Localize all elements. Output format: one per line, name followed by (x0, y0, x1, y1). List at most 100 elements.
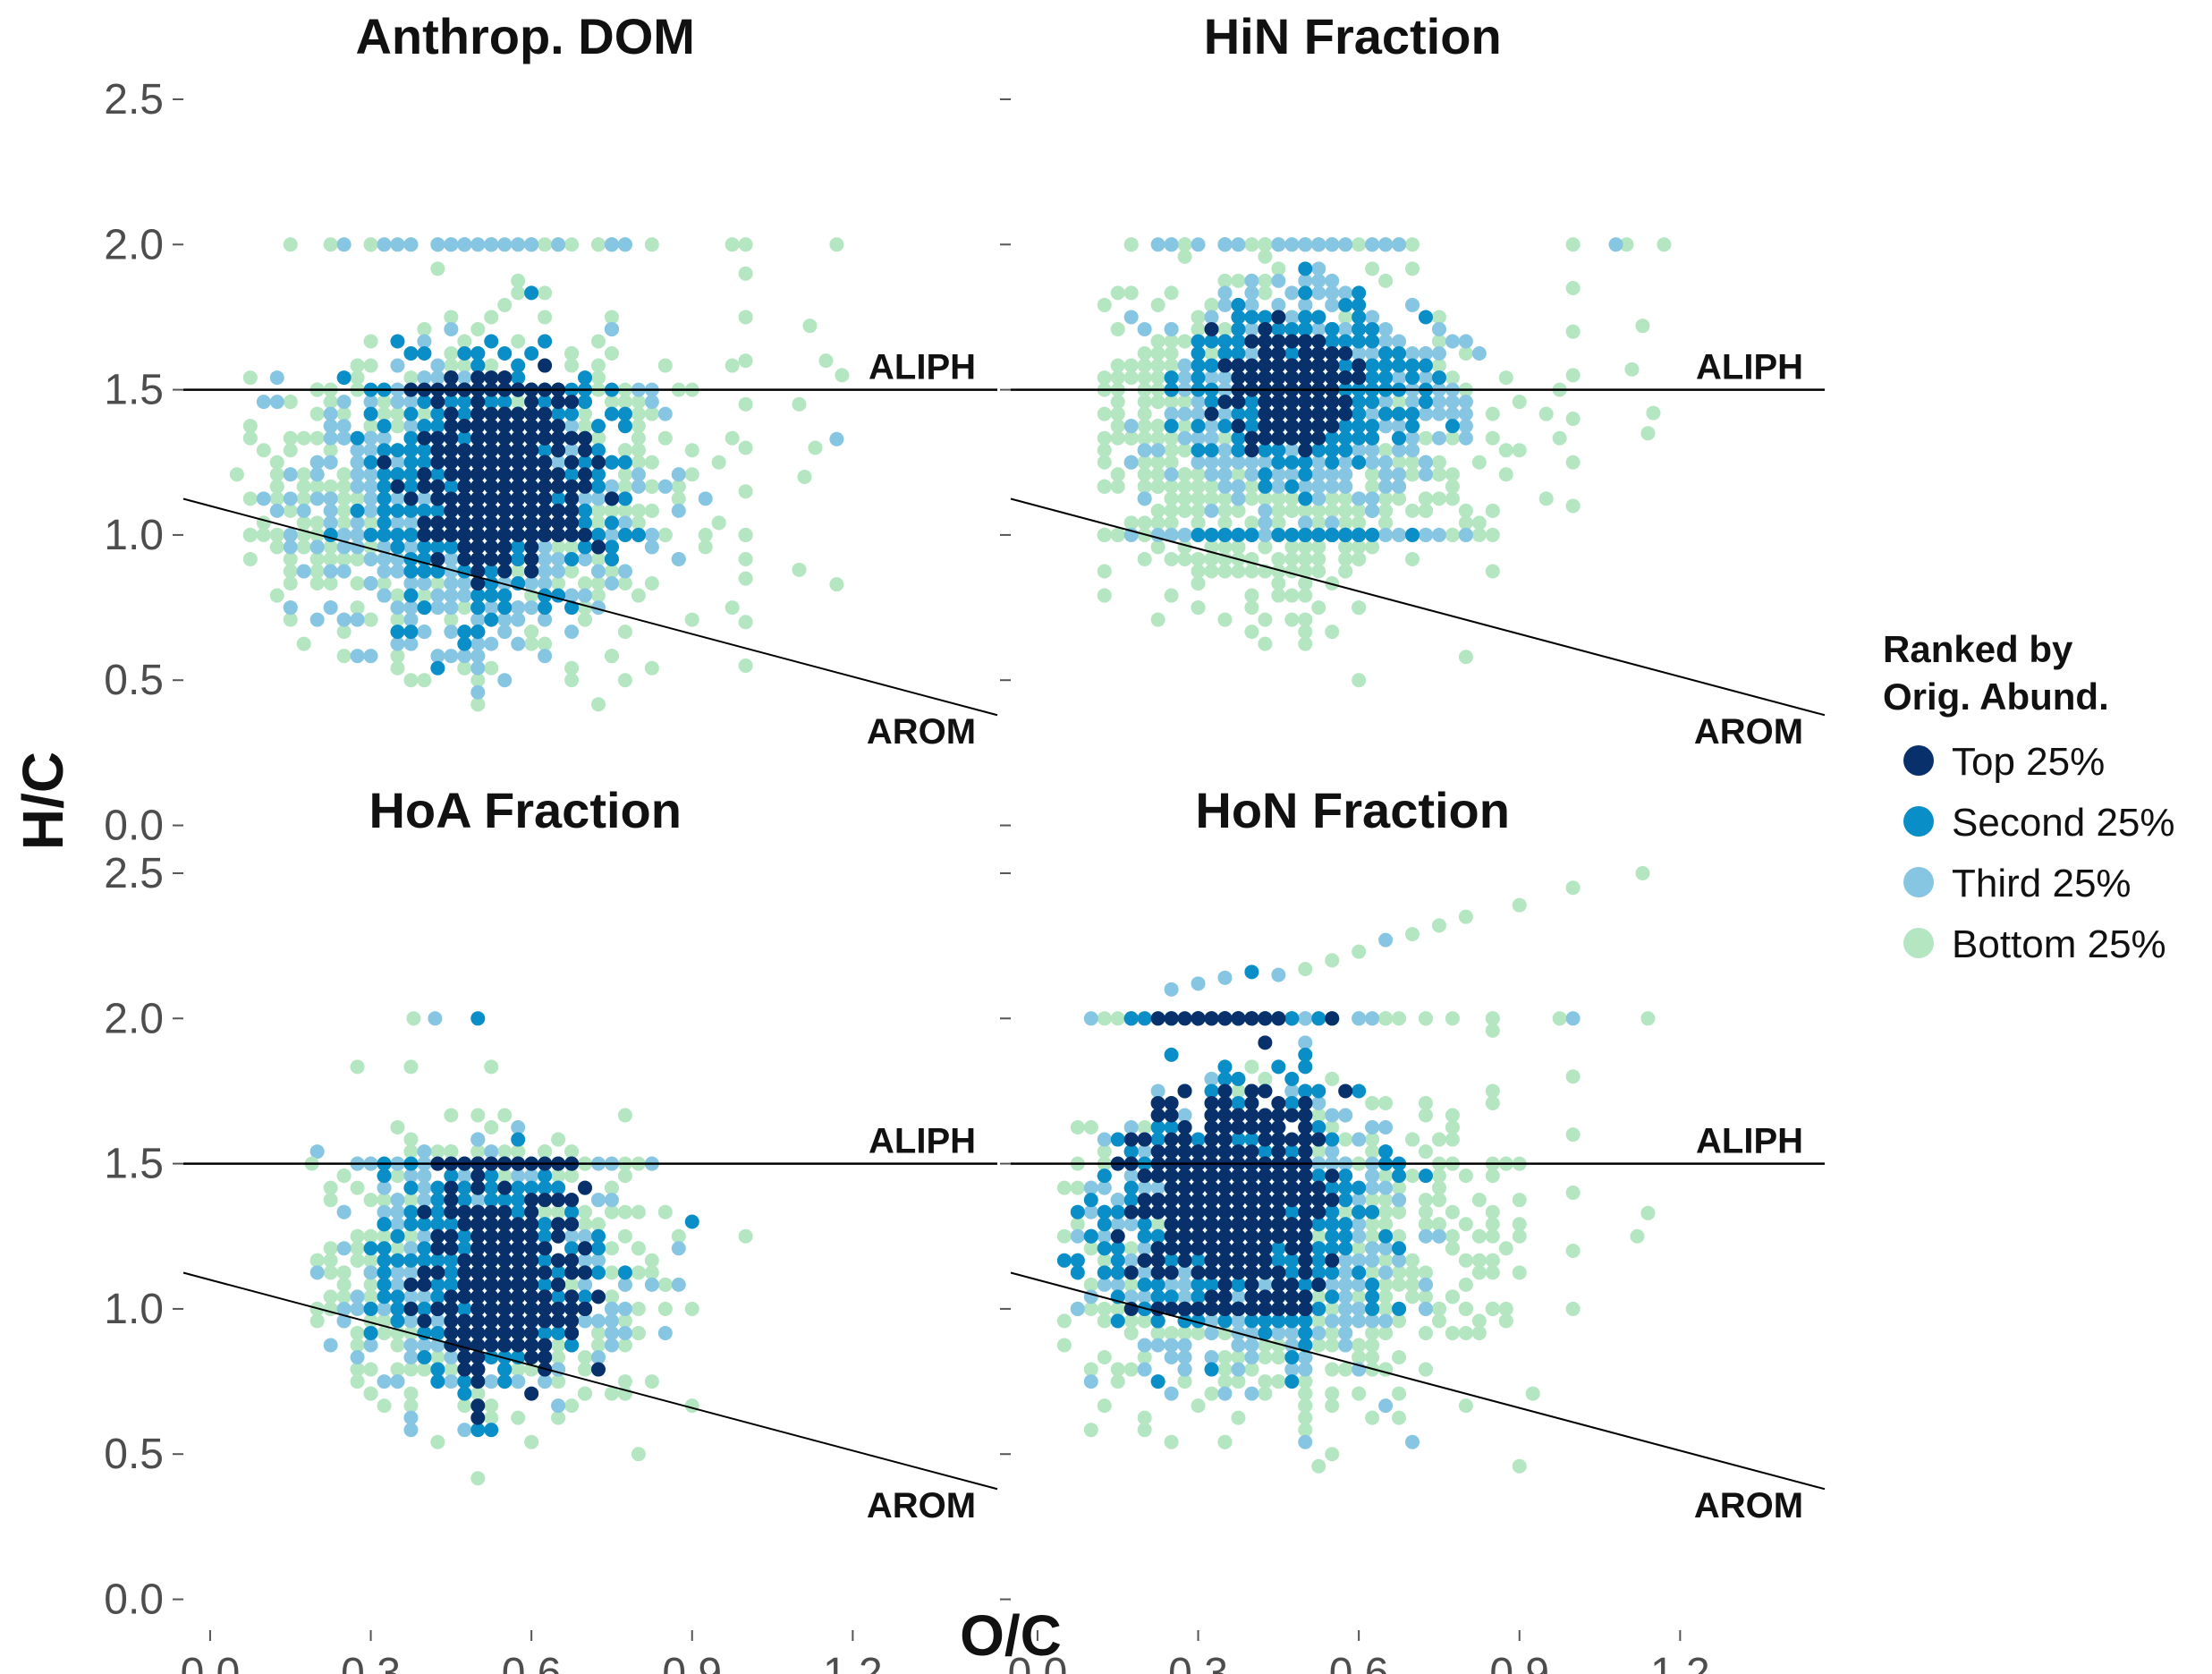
data-point (1164, 430, 1179, 446)
data-point (564, 564, 580, 579)
data-point (350, 551, 365, 566)
data-point (617, 527, 632, 542)
data-point (430, 237, 445, 252)
data-point (1204, 455, 1219, 470)
data-point (470, 503, 486, 518)
data-point (1244, 588, 1259, 603)
data-point (430, 370, 445, 386)
data-point (1431, 321, 1446, 336)
data-point (1378, 527, 1394, 542)
data-point (590, 515, 606, 531)
data-point (1217, 285, 1233, 301)
data-point (551, 406, 566, 421)
data-point (1164, 395, 1179, 410)
data-point (1164, 285, 1179, 301)
data-point (296, 636, 311, 651)
data-point (1204, 551, 1219, 566)
data-point (470, 443, 486, 458)
data-point (1123, 370, 1139, 386)
data-point (457, 406, 472, 421)
data-point (269, 540, 284, 555)
data-point (497, 237, 513, 252)
data-point (269, 395, 284, 410)
data-point (417, 321, 432, 336)
data-point (390, 395, 405, 410)
data-point (242, 527, 258, 542)
data-point (524, 625, 539, 640)
data-point (1418, 430, 1433, 446)
data-point (350, 576, 365, 591)
data-point (1431, 310, 1446, 325)
data-point (564, 237, 580, 252)
data-point (309, 564, 325, 579)
data-point (1298, 273, 1313, 288)
data-point (336, 612, 352, 627)
data-point (1150, 540, 1165, 555)
data-point (1137, 370, 1152, 386)
data-point (564, 419, 580, 434)
data-point (403, 455, 419, 470)
data-point (657, 430, 673, 446)
data-point (1137, 515, 1152, 531)
data-point (350, 370, 365, 386)
data-point (430, 467, 445, 482)
data-point (590, 334, 606, 349)
data-point (1352, 515, 1367, 531)
data-point (604, 515, 619, 531)
data-point (1258, 515, 1273, 531)
data-point (363, 455, 378, 470)
data-point (444, 649, 459, 664)
data-point (470, 491, 486, 506)
data-point (256, 491, 271, 506)
data-point (470, 697, 486, 712)
data-point (578, 370, 593, 386)
data-point (1137, 419, 1152, 434)
data-point (511, 479, 526, 494)
data-point (1150, 419, 1165, 434)
data-point (617, 443, 632, 458)
y-tick-label: 1.5 (104, 367, 164, 414)
data-point (1177, 467, 1192, 482)
data-point (1164, 443, 1179, 458)
data-point (323, 395, 338, 410)
data-point (524, 406, 539, 421)
data-point (417, 346, 432, 361)
data-point (1271, 479, 1286, 494)
data-point (538, 649, 553, 664)
data-point (590, 564, 606, 579)
data-point (484, 636, 499, 651)
data-point (644, 237, 659, 252)
data-point (497, 406, 513, 421)
data-point (1271, 491, 1286, 506)
data-point (1177, 249, 1192, 264)
data-point (631, 395, 646, 410)
data-point (538, 479, 553, 494)
data-point (1271, 261, 1286, 276)
data-point (1458, 334, 1473, 349)
data-point (725, 358, 740, 373)
data-point (1271, 297, 1286, 312)
data-point (444, 503, 459, 518)
data-point (336, 430, 352, 446)
data-point (1311, 564, 1326, 579)
data-point (1217, 540, 1233, 555)
data-point (511, 443, 526, 458)
data-point (309, 467, 325, 482)
data-point (1123, 285, 1139, 301)
data-point (1338, 551, 1353, 566)
data-point (1284, 612, 1300, 627)
data-point (390, 649, 405, 664)
data-point (1164, 237, 1179, 252)
data-point (1338, 503, 1353, 518)
data-point (497, 503, 513, 518)
data-point (564, 491, 580, 506)
data-point (1231, 540, 1246, 555)
data-point (617, 406, 632, 421)
data-point (283, 430, 298, 446)
data-point (1458, 503, 1473, 518)
data-point (829, 577, 844, 592)
data-point (350, 443, 365, 458)
data-point (524, 515, 539, 531)
data-point (309, 430, 325, 446)
data-point (1485, 564, 1500, 579)
